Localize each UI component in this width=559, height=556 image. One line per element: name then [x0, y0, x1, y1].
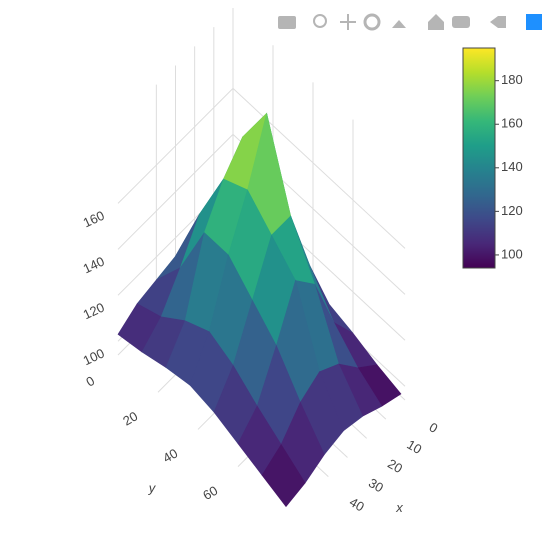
zoom-button[interactable]: [313, 14, 327, 28]
reset-button[interactable]: [428, 14, 444, 30]
colorbar: [462, 47, 496, 269]
y-tick-label: 40: [160, 446, 180, 466]
y-axis-title: y: [148, 480, 157, 495]
spikes-button[interactable]: [526, 14, 542, 30]
colorbar-tick-label: 160: [501, 116, 523, 131]
x-tick-label: 0: [427, 419, 441, 436]
y-tick-label: 0: [83, 373, 97, 390]
x-axis-title: x: [395, 500, 403, 515]
colorbar-tick-label: 140: [501, 159, 523, 174]
hover-button[interactable]: [490, 16, 506, 28]
camera-view-button[interactable]: [452, 16, 470, 28]
pan-button[interactable]: [340, 14, 356, 30]
z-tick-label: 100: [81, 345, 107, 368]
y-tick-label: 60: [200, 483, 220, 503]
x-tick-label: 40: [347, 494, 367, 514]
colorbar-tick-label: 180: [501, 72, 523, 87]
x-tick-label: 30: [366, 475, 386, 495]
z-tick-label: 160: [81, 208, 107, 231]
y-tick-label: 20: [120, 408, 140, 428]
camera-button[interactable]: [278, 16, 296, 29]
surface-patch: [261, 443, 306, 508]
z-grid-line: [232, 88, 406, 249]
z-tick-label: 120: [81, 300, 107, 323]
x-tick-label: 10: [404, 437, 424, 457]
modebar: [278, 13, 542, 31]
x-tick-label: 20: [385, 456, 405, 476]
colorbar-tick-label: 100: [501, 246, 523, 261]
colorbar-tick-label: 120: [501, 203, 523, 218]
z-tick-label: 140: [81, 254, 107, 277]
turntable-button[interactable]: [392, 20, 406, 28]
orbit-button[interactable]: [363, 13, 381, 31]
